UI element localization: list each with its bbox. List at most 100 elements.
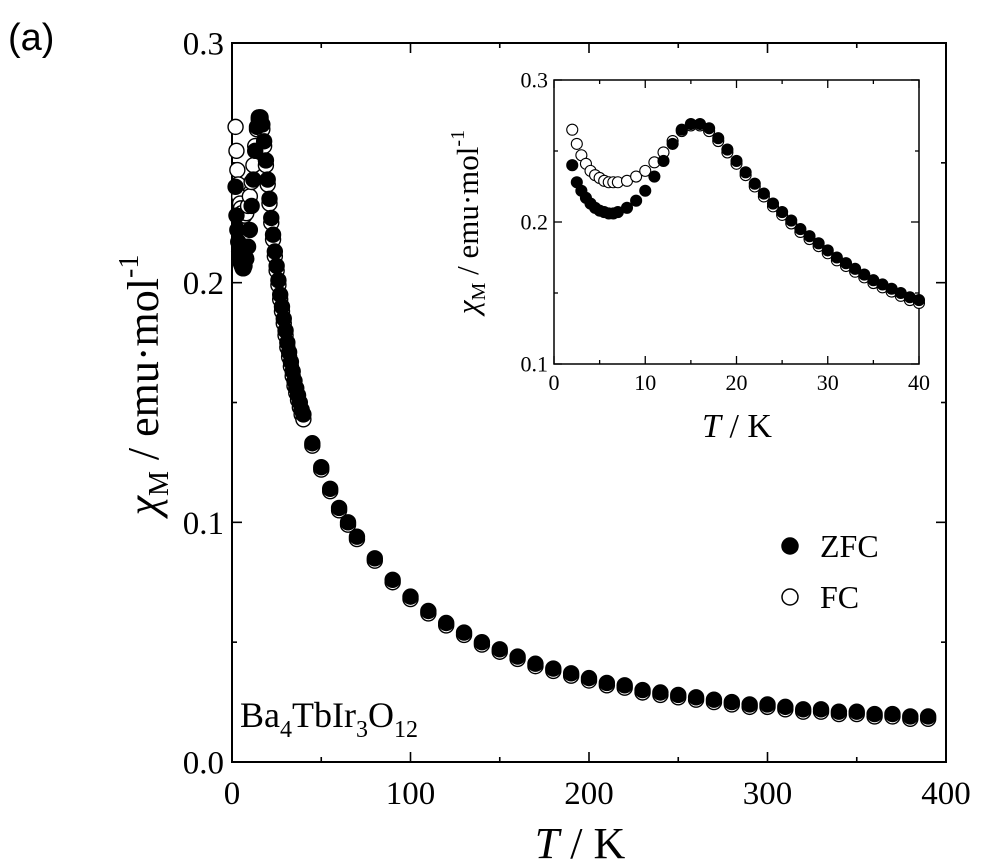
zfc-point [848, 703, 865, 720]
zfc-point [268, 257, 285, 275]
zfc-point [858, 268, 871, 281]
zfc-point [264, 226, 282, 243]
zfc-point [566, 159, 579, 172]
fc-point [227, 118, 244, 136]
zfc-point [254, 116, 271, 133]
zfc-point [705, 691, 723, 708]
zfc-point [255, 133, 273, 150]
zfc-point [830, 703, 848, 720]
inset-tick-labels: 0 10 20 30 40 0.1 0.2 0.3 [521, 68, 931, 395]
compound-label: Ba4TbIr3O12 [240, 695, 418, 743]
zfc-point [912, 294, 926, 307]
x-tick-label: 400 [921, 776, 971, 812]
zfc-point [304, 435, 321, 452]
zfc-point [759, 696, 776, 713]
zfc-point [866, 705, 883, 723]
fc-point [228, 142, 245, 160]
x-tick-label: 40 [908, 370, 930, 395]
fc-point [639, 164, 652, 177]
zfc-point [261, 190, 278, 207]
zfc-point [812, 237, 825, 250]
y-tick-label: 0.3 [521, 68, 549, 93]
zfc-point [675, 123, 688, 136]
zfc-point [830, 251, 843, 264]
legend-fc-marker [781, 588, 799, 606]
zfc-point [266, 243, 284, 260]
zfc-point [455, 624, 473, 641]
zfc-point [616, 677, 633, 694]
zfc-point [839, 257, 853, 270]
zfc-point [730, 154, 743, 167]
inset-y-axis-label: χM / emu·mol-1 [447, 130, 490, 317]
inset-data-markers [566, 117, 926, 309]
zfc-point [227, 178, 244, 196]
zfc-point [239, 238, 257, 255]
legend-fc-label: FC [820, 579, 859, 615]
main-data-markers [227, 109, 937, 728]
zfc-point [670, 686, 687, 704]
zfc-point [777, 698, 794, 716]
zfc-point [598, 674, 616, 692]
x-tick-label: 200 [564, 776, 614, 812]
zfc-point [639, 184, 652, 197]
zfc-point [580, 669, 598, 687]
zfc-point [741, 696, 758, 713]
y-tick-label: 0.0 [183, 746, 224, 782]
x-tick-label: 100 [386, 776, 436, 812]
zfc-point [330, 499, 348, 517]
main-y-axis-label: χM / emu·mol-1 [114, 255, 175, 520]
y-tick-label: 0.1 [183, 506, 224, 542]
zfc-point [884, 705, 901, 723]
zfc-point [259, 171, 276, 188]
legend-zfc-label: ZFC [820, 528, 879, 564]
x-tick-label: 20 [726, 370, 748, 395]
inset-plot-frame [553, 79, 920, 365]
zfc-point [666, 137, 679, 150]
inset-plot: 0 10 20 30 40 0.1 0.2 0.3 T / K χM / emu·mol-1 [447, 68, 930, 445]
y-tick-label: 0.3 [183, 27, 224, 63]
zfc-point [384, 571, 401, 589]
zfc-point [420, 602, 437, 620]
legend: ZFC FC [781, 528, 879, 615]
zfc-point [545, 660, 562, 677]
legend-zfc-marker [781, 537, 799, 555]
zfc-point [245, 171, 262, 188]
zfc-point [712, 132, 725, 145]
zfc-point [630, 194, 643, 207]
zfc-point [509, 648, 526, 665]
main-axis-ticks [231, 42, 947, 763]
x-tick-label: 0 [224, 776, 241, 812]
zfc-point [473, 633, 491, 651]
inset-axis-ticks [553, 79, 920, 365]
fc-point [566, 123, 579, 136]
zfc-point [919, 708, 937, 725]
y-tick-label: 0.2 [521, 210, 549, 235]
zfc-point [703, 122, 716, 135]
zfc-point [241, 221, 259, 239]
zfc-point [270, 272, 287, 289]
zfc-point [902, 708, 919, 725]
zfc-point [652, 684, 669, 701]
zfc-point [366, 550, 383, 567]
zfc-point [339, 514, 357, 531]
zfc-point [321, 480, 339, 497]
zfc-point [562, 665, 580, 682]
zfc-point [785, 214, 798, 227]
zfc-point [491, 641, 508, 658]
zfc-point [721, 143, 734, 156]
zfc-point [766, 197, 780, 210]
zfc-point [263, 209, 280, 227]
zfc-point [803, 230, 816, 243]
zfc-point [348, 528, 366, 545]
zfc-point [821, 244, 834, 257]
zfc-point [687, 689, 705, 706]
zfc-point [748, 177, 761, 190]
y-tick-label: 0.2 [183, 266, 224, 302]
zfc-point [757, 187, 770, 200]
fc-point [630, 170, 643, 183]
zfc-point [620, 201, 634, 214]
zfc-point [849, 262, 862, 275]
